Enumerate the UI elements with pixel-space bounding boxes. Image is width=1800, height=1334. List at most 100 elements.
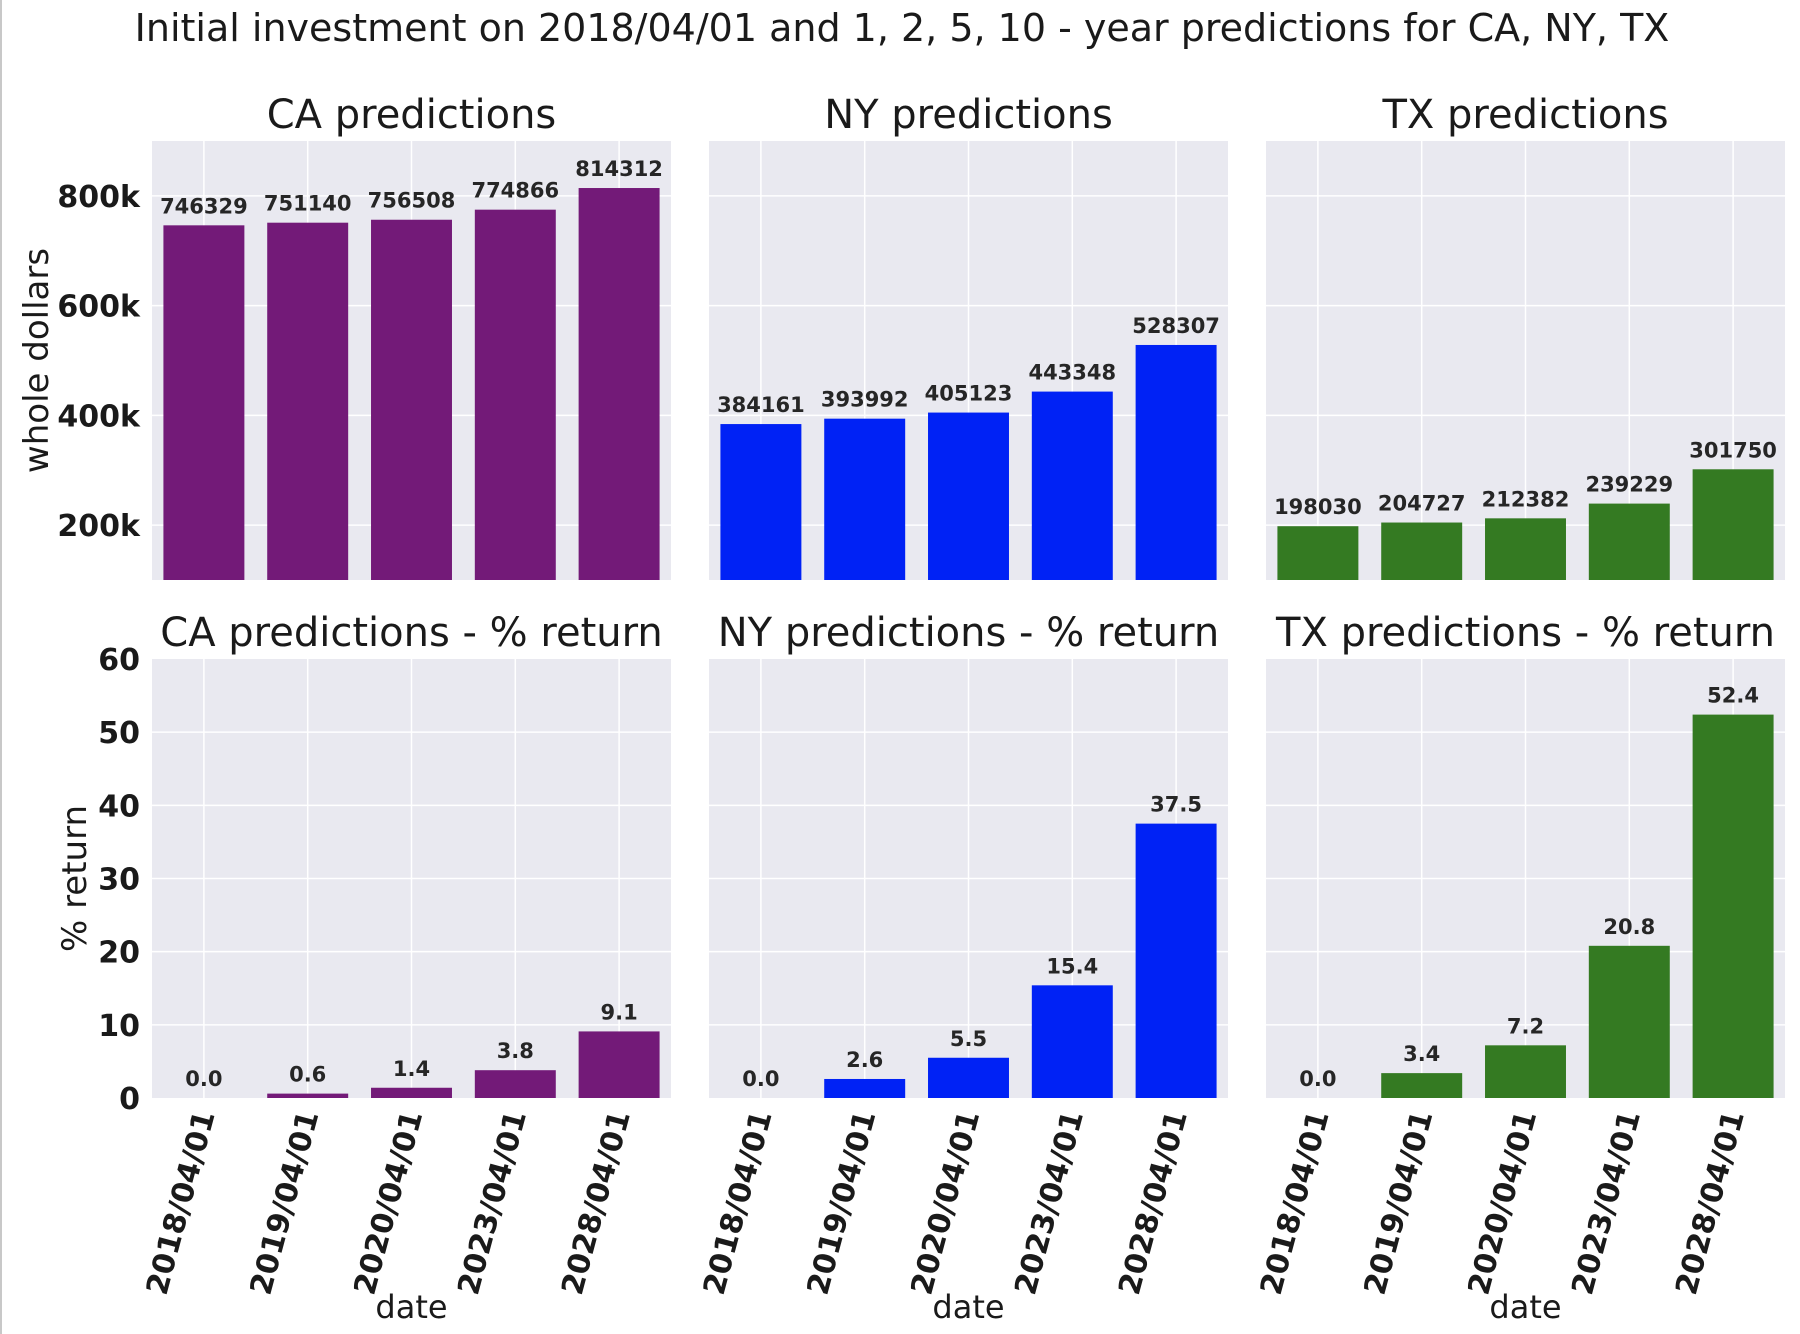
y-tick-label: 400k [57, 399, 141, 434]
subplot-title: CA predictions - % return [160, 610, 662, 656]
y-tick-label: 800k [57, 180, 141, 215]
bar [928, 1057, 1009, 1098]
y-axis-label: % return [55, 805, 95, 952]
bar [1381, 1073, 1463, 1098]
x-tick-label: 2019/04/01 [1358, 1107, 1441, 1299]
bar-value-label: 9.1 [600, 1000, 637, 1024]
subplot-title: TX predictions [1381, 92, 1668, 138]
x-tick-label: 2028/04/01 [1669, 1107, 1752, 1299]
bar-value-label: 3.4 [1403, 1042, 1440, 1066]
x-tick-label: 2020/04/01 [348, 1107, 431, 1299]
bar-value-label: 405123 [925, 382, 1013, 406]
bar [267, 222, 349, 580]
bar [824, 1078, 906, 1098]
bar [578, 188, 660, 580]
x-tick-label: 2028/04/01 [1112, 1107, 1195, 1299]
bar [1031, 985, 1113, 1098]
subplot-grid: 746329 751140 756508 774866 814312 CA predict… [17, 92, 1785, 1326]
bar [163, 225, 245, 580]
x-axis-label: date [932, 1288, 1004, 1326]
x-tick-label: 2018/04/01 [1254, 1107, 1337, 1299]
bar [474, 1070, 556, 1098]
bar-value-label: 756508 [368, 189, 456, 213]
subplot-title: NY predictions [824, 92, 1113, 138]
subplot-tx-value: 198030 204727 212382 239229 301750 TX predict… [1266, 92, 1785, 580]
bar-value-label: 2.6 [846, 1048, 883, 1072]
y-tick-label: 30 [98, 863, 140, 898]
bar-value-label: 52.4 [1707, 684, 1759, 708]
subplot-ny-value: 384161 393992 405123 443348 528307 NY predict… [709, 92, 1228, 580]
y-tick-label: 10 [98, 1009, 140, 1044]
bar [1588, 503, 1670, 580]
bar [1485, 518, 1566, 580]
bar-value-label: 393992 [821, 388, 909, 412]
bar-value-label: 198030 [1274, 495, 1362, 519]
bar [1588, 945, 1670, 1098]
bar-value-label: 0.6 [289, 1063, 326, 1087]
subplot-title: TX predictions - % return [1275, 610, 1775, 656]
subplot-ca-value: 746329 751140 756508 774866 814312 CA predict… [17, 92, 671, 580]
bar [474, 209, 556, 580]
bar [1135, 344, 1217, 580]
y-tick-label: 50 [98, 716, 140, 751]
bar [578, 1031, 660, 1098]
bar-value-label: 301750 [1689, 438, 1777, 462]
bar [1692, 469, 1774, 580]
x-axis-label: date [375, 1288, 447, 1326]
bar-value-label: 204727 [1378, 492, 1466, 516]
bar-value-label: 15.4 [1046, 954, 1098, 978]
y-tick-label: 20 [98, 936, 140, 971]
bar [1277, 526, 1359, 580]
bar-value-label: 0.0 [742, 1067, 779, 1091]
bar-value-label: 814312 [575, 157, 663, 181]
subplot-ca-return: 0.0 0.6 1.4 3.8 9.1 CA predictions - % return… [55, 610, 671, 1326]
subplot-title: CA predictions [267, 92, 557, 138]
bar-value-label: 1.4 [393, 1057, 430, 1081]
bar-value-label: 212382 [1482, 487, 1570, 511]
subplot-title: NY predictions - % return [718, 610, 1219, 656]
bar-value-label: 5.5 [950, 1027, 987, 1051]
bar [928, 412, 1009, 580]
bar [371, 219, 452, 580]
x-tick-label: 2018/04/01 [140, 1107, 223, 1299]
bar [267, 1093, 349, 1098]
bar [1135, 823, 1217, 1098]
figure-left-border [0, 0, 2, 1334]
bar-value-label: 443348 [1028, 361, 1116, 385]
bar-value-label: 746329 [160, 194, 248, 218]
bar-value-label: 0.0 [185, 1067, 222, 1091]
x-tick-label: 2018/04/01 [697, 1107, 780, 1299]
subplot-ny-return: 0.0 2.6 5.5 15.4 37.5 NY predictions - % retu… [697, 610, 1228, 1326]
x-tick-label: 2020/04/01 [905, 1107, 988, 1299]
x-tick-label: 2020/04/01 [1462, 1107, 1545, 1299]
y-tick-label: 600k [57, 290, 141, 325]
bar-value-label: 751140 [264, 192, 352, 216]
figure-title: Initial investment on 2018/04/01 and 1, … [135, 6, 1670, 50]
bar-value-label: 528307 [1132, 314, 1220, 338]
y-tick-label: 200k [57, 509, 141, 544]
bar [1031, 391, 1113, 580]
y-tick-label: 40 [98, 789, 140, 824]
y-tick-label: 0 [119, 1082, 140, 1117]
y-tick-label: 60 [98, 643, 140, 678]
x-tick-label: 2019/04/01 [244, 1107, 327, 1299]
x-tick-label: 2023/04/01 [451, 1107, 534, 1299]
x-tick-label: 2028/04/01 [555, 1107, 638, 1299]
y-axis-label: whole dollars [17, 248, 57, 473]
bar-value-label: 3.8 [497, 1039, 534, 1063]
bar [824, 418, 906, 580]
x-tick-label: 2023/04/01 [1565, 1107, 1648, 1299]
x-tick-label: 2023/04/01 [1008, 1107, 1091, 1299]
bar [720, 424, 802, 580]
bar [1692, 714, 1774, 1098]
bar-value-label: 239229 [1585, 473, 1673, 497]
bar-value-label: 0.0 [1299, 1067, 1336, 1091]
bar-value-label: 7.2 [1507, 1014, 1544, 1038]
x-tick-label: 2019/04/01 [801, 1107, 884, 1299]
bar [1381, 522, 1463, 580]
bar-value-label: 384161 [717, 393, 805, 417]
bar [1485, 1045, 1566, 1098]
bar-value-label: 774866 [471, 179, 559, 203]
subplot-tx-return: 0.0 3.4 7.2 20.8 52.4 TX predictions - % retu… [1254, 610, 1785, 1326]
